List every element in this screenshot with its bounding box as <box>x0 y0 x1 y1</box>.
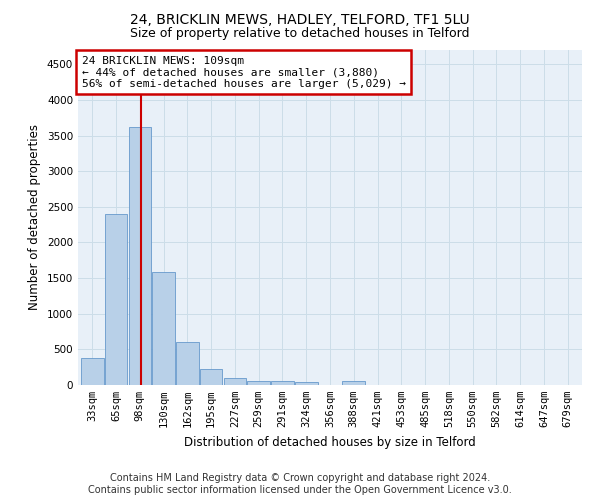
X-axis label: Distribution of detached houses by size in Telford: Distribution of detached houses by size … <box>184 436 476 448</box>
Text: Size of property relative to detached houses in Telford: Size of property relative to detached ho… <box>130 28 470 40</box>
Text: Contains HM Land Registry data © Crown copyright and database right 2024.
Contai: Contains HM Land Registry data © Crown c… <box>88 474 512 495</box>
Bar <box>200 369 223 385</box>
Bar <box>224 378 246 385</box>
Bar <box>247 380 270 385</box>
Bar <box>176 342 199 385</box>
Bar <box>105 214 127 385</box>
Y-axis label: Number of detached properties: Number of detached properties <box>28 124 41 310</box>
Text: 24, BRICKLIN MEWS, HADLEY, TELFORD, TF1 5LU: 24, BRICKLIN MEWS, HADLEY, TELFORD, TF1 … <box>130 12 470 26</box>
Bar <box>343 381 365 385</box>
Bar <box>271 381 294 385</box>
Bar <box>128 127 151 385</box>
Bar <box>152 272 175 385</box>
Bar <box>81 358 104 385</box>
Text: 24 BRICKLIN MEWS: 109sqm
← 44% of detached houses are smaller (3,880)
56% of sem: 24 BRICKLIN MEWS: 109sqm ← 44% of detach… <box>82 56 406 89</box>
Bar <box>295 382 317 385</box>
